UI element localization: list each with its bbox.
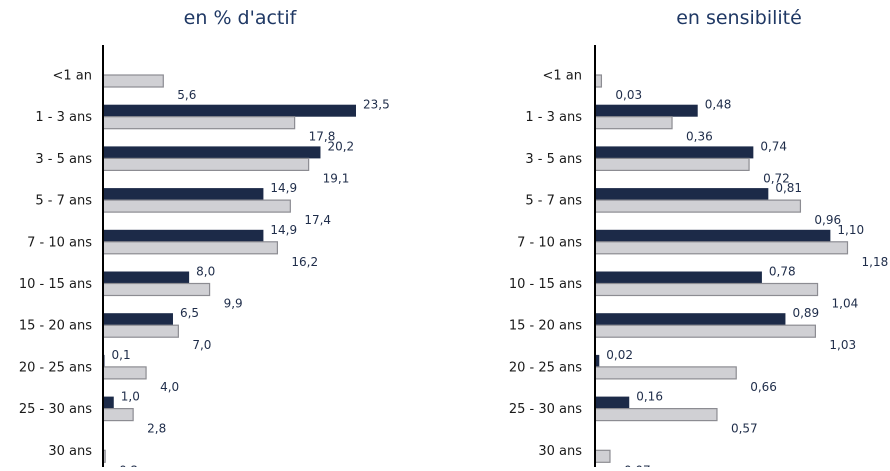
panel-sensibilite: en sensibilité <1 an 0,03 1 - 3 ans 0,48 0,3… xyxy=(509,7,889,471)
data-label: 0,96 xyxy=(814,213,841,227)
bar-dark xyxy=(595,104,698,117)
bar-light xyxy=(594,157,750,171)
category-label: <1 an xyxy=(542,69,582,84)
bar-light xyxy=(594,324,817,338)
bar-dark xyxy=(595,271,762,284)
data-label: 0,36 xyxy=(686,130,713,144)
data-label: 0,48 xyxy=(705,98,732,112)
data-label: 14,9 xyxy=(270,223,297,237)
data-label: 0,57 xyxy=(731,422,758,436)
category-label: 15 - 20 ans xyxy=(19,319,92,334)
chart-title: en % d'actif xyxy=(184,7,298,29)
bar-dark xyxy=(595,396,630,409)
category-label: 5 - 7 ans xyxy=(525,194,582,209)
bar-light xyxy=(102,74,164,88)
data-label: 0,07 xyxy=(624,463,651,467)
data-label: 0,89 xyxy=(792,306,819,320)
bar-light xyxy=(594,116,673,130)
bar-dark xyxy=(103,271,190,284)
data-label: 20,2 xyxy=(327,139,354,153)
data-label: 0,78 xyxy=(769,265,796,279)
bar-light xyxy=(102,199,291,213)
bar-dark xyxy=(595,188,769,201)
bar-light xyxy=(594,408,718,422)
data-label: 0,1 xyxy=(112,348,131,362)
bar-dark xyxy=(595,354,600,367)
category-label: 1 - 3 ans xyxy=(525,110,582,125)
category-label: 5 - 7 ans xyxy=(35,194,92,209)
bar-light xyxy=(594,282,819,297)
data-label: 2,8 xyxy=(147,422,166,436)
bar-dark xyxy=(103,188,264,201)
bar-dark xyxy=(103,396,114,409)
category-label: 1 - 3 ans xyxy=(35,110,92,125)
data-label: 0,74 xyxy=(760,139,787,153)
data-label: 1,03 xyxy=(829,338,856,352)
data-label: 7,0 xyxy=(192,338,211,352)
bar-light xyxy=(594,199,802,213)
bar-dark xyxy=(595,146,754,159)
data-label: 1,0 xyxy=(121,390,140,404)
category-label: 30 ans xyxy=(48,444,92,459)
data-label: 0,66 xyxy=(750,380,777,394)
data-label: 5,6 xyxy=(177,88,196,102)
category-label: 15 - 20 ans xyxy=(509,319,582,334)
bar-light xyxy=(594,241,849,255)
data-label: 0,81 xyxy=(775,181,802,195)
bar-light xyxy=(594,449,611,463)
bar-dark xyxy=(595,313,786,326)
bar-light xyxy=(102,324,179,338)
bar-dark xyxy=(103,229,264,242)
data-label: 6,5 xyxy=(180,306,199,320)
category-label: 20 - 25 ans xyxy=(509,360,582,375)
category-label: 20 - 25 ans xyxy=(19,360,92,375)
category-label: 7 - 10 ans xyxy=(27,235,92,250)
data-label: 17,4 xyxy=(304,213,331,227)
data-label: 1,04 xyxy=(832,297,859,311)
bar-light xyxy=(102,157,310,171)
category-label: 3 - 5 ans xyxy=(525,152,582,167)
data-label: 19,1 xyxy=(323,171,350,185)
category-label: 10 - 15 ans xyxy=(19,277,92,292)
category-label: 25 - 30 ans xyxy=(19,402,92,417)
bar-dark xyxy=(103,146,321,159)
category-label: 3 - 5 ans xyxy=(35,152,92,167)
category-label: 30 ans xyxy=(538,444,582,459)
data-label: 16,2 xyxy=(291,255,318,269)
bar-light xyxy=(102,408,134,422)
bar-light xyxy=(102,116,296,130)
bar-light xyxy=(102,282,211,297)
data-label: 23,5 xyxy=(363,98,390,112)
chart-title: en sensibilité xyxy=(676,7,802,29)
data-label: 0,02 xyxy=(606,348,633,362)
bar-dark xyxy=(595,229,831,242)
category-label: 25 - 30 ans xyxy=(509,402,582,417)
data-label: 9,9 xyxy=(224,297,243,311)
category-label: 10 - 15 ans xyxy=(509,277,582,292)
category-label: <1 an xyxy=(52,69,92,84)
data-label: 0,03 xyxy=(615,88,642,102)
bar-dark xyxy=(103,104,356,117)
data-label: 14,9 xyxy=(270,181,297,195)
category-label: 7 - 10 ans xyxy=(517,235,582,250)
data-label: 1,18 xyxy=(862,255,889,269)
bar-light xyxy=(102,241,279,255)
data-label: 8,0 xyxy=(196,265,215,279)
data-label: 0,72 xyxy=(763,171,790,185)
data-label: 4,0 xyxy=(160,380,179,394)
data-label: 1,10 xyxy=(837,223,864,237)
panel-actif: en % d'actif <1 an 5,6 1 - 3 ans 23,5 17,8 3 … xyxy=(19,7,390,471)
bar-light xyxy=(102,366,147,380)
data-label: 17,8 xyxy=(309,130,336,144)
data-label: 0,2 xyxy=(119,463,138,467)
bar-dark xyxy=(103,313,173,326)
bar-light xyxy=(594,366,737,380)
data-label: 0,16 xyxy=(636,390,663,404)
